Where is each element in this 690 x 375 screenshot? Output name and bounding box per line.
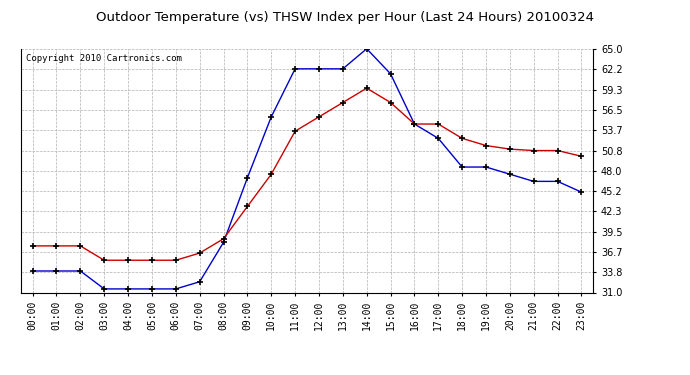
Text: Outdoor Temperature (vs) THSW Index per Hour (Last 24 Hours) 20100324: Outdoor Temperature (vs) THSW Index per … bbox=[96, 11, 594, 24]
Text: Copyright 2010 Cartronics.com: Copyright 2010 Cartronics.com bbox=[26, 54, 182, 63]
